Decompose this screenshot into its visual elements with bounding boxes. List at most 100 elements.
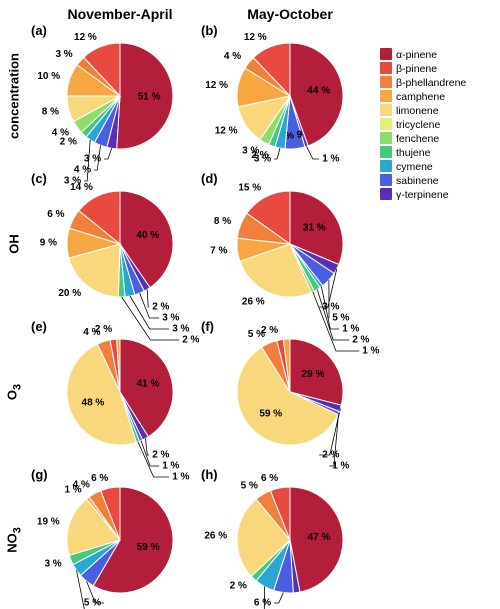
slice-label: 2 % bbox=[352, 335, 369, 346]
legend-label: limonene bbox=[396, 105, 439, 117]
slice-label: 5 % bbox=[332, 313, 349, 324]
slice-label: 6 % bbox=[254, 598, 271, 609]
legend-swatch bbox=[380, 62, 392, 74]
legend-label: fenchene bbox=[396, 133, 439, 145]
legend-item: sabinene bbox=[380, 174, 466, 188]
slice-label: 2 % bbox=[261, 325, 278, 336]
legend-label: β-pinene bbox=[396, 63, 437, 75]
slice-label: 14 % bbox=[70, 182, 93, 193]
legend-label: thujene bbox=[396, 147, 430, 159]
slice-label: 2 % bbox=[95, 324, 112, 335]
legend: α-pinene β-pinene β-phellandrene camphene li… bbox=[380, 48, 466, 202]
slice-label: 6 % bbox=[47, 209, 64, 220]
slice-label: 12 % bbox=[215, 126, 238, 137]
slice-label: 41 % bbox=[137, 379, 160, 390]
legend-item: limonene bbox=[380, 104, 466, 118]
slice-label: 12 % bbox=[205, 80, 228, 91]
slice-label: 59 % bbox=[259, 409, 282, 420]
slice-label: 8 % bbox=[42, 106, 59, 117]
pie-chart-a: 51 %3 %4 %3 %2 %4 %8 %10 %3 %12 % bbox=[67, 43, 173, 149]
pie-chart-f: 29 %2 %1 %59 %5 %2 % bbox=[237, 339, 343, 445]
pie-chart-h: 47 %6 %6 %2 %26 %5 %6 % bbox=[237, 487, 343, 593]
slice-label: 19 % bbox=[37, 516, 60, 527]
row-label-NO3: NO3 bbox=[5, 527, 24, 553]
slice-label: 1 % bbox=[172, 472, 189, 483]
legend-item: thujene bbox=[380, 146, 466, 160]
slice-label: 5 % bbox=[241, 480, 258, 491]
slice-label: 1 % bbox=[322, 154, 339, 165]
pie-chart-g: 59 %5 %4 %3 %19 %1 %4 %6 % bbox=[67, 487, 173, 593]
legend-label: α-pinene bbox=[396, 49, 437, 61]
legend-item: β-phellandrene bbox=[380, 76, 466, 90]
panel-letter: (a) bbox=[31, 23, 47, 38]
row-label-OH: OH bbox=[7, 234, 22, 254]
leader-line bbox=[274, 148, 280, 159]
legend-swatch bbox=[380, 76, 392, 88]
slice-label: 2 % bbox=[152, 450, 169, 461]
legend-swatch bbox=[380, 90, 392, 102]
leader-line bbox=[104, 148, 112, 159]
slice-label: 6 % bbox=[91, 473, 108, 484]
slice-label: 3 % bbox=[55, 49, 72, 60]
legend-label: camphene bbox=[396, 91, 445, 103]
slice-label: 44 % bbox=[307, 86, 330, 97]
column-header-left: November-April bbox=[67, 6, 172, 22]
row-label-O3: O3 bbox=[5, 384, 24, 400]
slice-label: 1 % bbox=[332, 461, 349, 472]
slice-label: 3 % bbox=[44, 559, 61, 570]
slice-label: 10 % bbox=[37, 71, 60, 82]
slice-label: 26 % bbox=[242, 296, 265, 307]
slice-label: 47 % bbox=[308, 532, 331, 543]
slice-label: 3 % bbox=[162, 313, 179, 324]
legend-swatch bbox=[380, 160, 392, 172]
slice-label: 8 % bbox=[214, 216, 231, 227]
legend-label: tricyclene bbox=[396, 119, 440, 131]
slice-label: 9 % bbox=[40, 238, 57, 249]
legend-swatch bbox=[380, 104, 392, 116]
slice-label: 1 % bbox=[342, 324, 359, 335]
slice-label: 12 % bbox=[74, 32, 97, 43]
slice-label: 48 % bbox=[82, 397, 105, 408]
pie-chart-d: 31 %3 %5 %1 %2 %1 %26 %7 %8 %15 % bbox=[237, 191, 343, 297]
slice-label: 7 % bbox=[210, 246, 227, 257]
panel-letter: (b) bbox=[201, 23, 218, 38]
legend-swatch bbox=[380, 132, 392, 144]
slice-label: 3 % bbox=[242, 146, 259, 157]
pie-chart-c: 40 %2 %3 %3 %2 %20 %9 %6 %14 % bbox=[67, 191, 173, 297]
legend-swatch bbox=[380, 146, 392, 158]
slice-label: 20 % bbox=[58, 288, 81, 299]
slice-label: 6 % bbox=[261, 473, 278, 484]
slice-label: 4 % bbox=[224, 51, 241, 62]
slice-label: 3 % bbox=[172, 324, 189, 335]
slice-label: 51 % bbox=[138, 92, 161, 103]
legend-swatch bbox=[380, 174, 392, 186]
panel-letter: (f) bbox=[201, 319, 214, 334]
slice-label: 59 % bbox=[137, 542, 160, 553]
leader-line bbox=[146, 438, 150, 455]
legend-swatch bbox=[380, 48, 392, 60]
legend-item: camphene bbox=[380, 90, 466, 104]
slice-label: 4 % bbox=[73, 479, 90, 490]
legend-item: tricyclene bbox=[380, 118, 466, 132]
panel-letter: (h) bbox=[201, 467, 218, 482]
slice-label: 29 % bbox=[302, 369, 325, 380]
slice-label: 2 % bbox=[152, 302, 169, 313]
slice-label: 40 % bbox=[136, 230, 159, 241]
legend-swatch bbox=[380, 118, 392, 130]
slice-label: 2 % bbox=[230, 581, 247, 592]
legend-item: β-pinene bbox=[380, 62, 466, 76]
panel-letter: (e) bbox=[31, 319, 47, 334]
figure: November-April May-October concentration OH… bbox=[0, 0, 500, 609]
legend-item: fenchene bbox=[380, 132, 466, 146]
slice-label: 1 % bbox=[362, 346, 379, 357]
legend-label: sabinene bbox=[396, 175, 439, 187]
slice-label: 2 % bbox=[182, 335, 199, 346]
column-header-right: May-October bbox=[247, 6, 333, 22]
legend-swatch bbox=[380, 188, 392, 200]
row-label-concentration: concentration bbox=[7, 53, 22, 139]
legend-label: γ-terpinene bbox=[396, 189, 449, 201]
slice-label: 2 % bbox=[322, 450, 339, 461]
legend-label: β-phellandrene bbox=[396, 77, 466, 89]
leader-line bbox=[274, 593, 283, 603]
legend-item: γ-terpinene bbox=[380, 188, 466, 202]
